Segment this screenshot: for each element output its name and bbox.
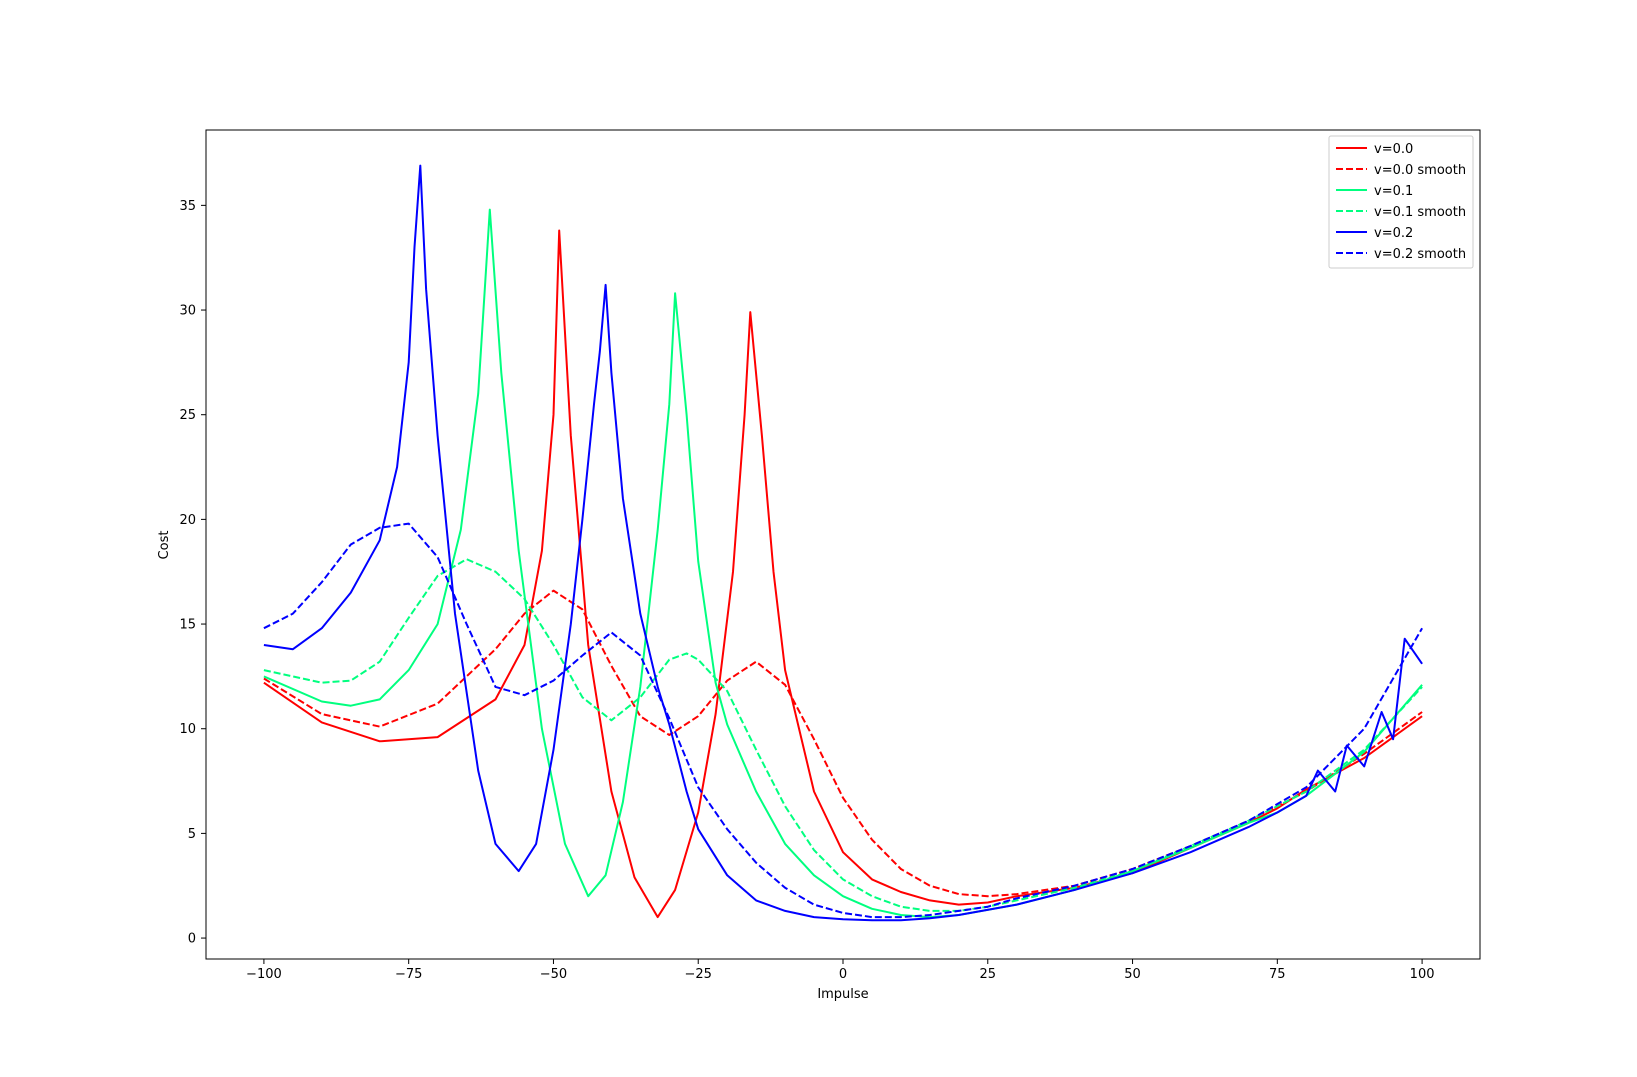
series-line-4	[263, 164, 1423, 922]
x-tick-label: −50	[540, 967, 567, 982]
x-tick-label: 100	[1410, 967, 1435, 982]
legend-label: v=0.1 smooth	[1374, 205, 1466, 220]
y-tick-label: 0	[188, 932, 196, 947]
y-tick-label: 20	[179, 513, 196, 528]
y-tick-label: 25	[179, 408, 196, 423]
x-ticks: −100 −75 −50 −25 0 25 50 75 100	[246, 959, 1435, 982]
series-line-5	[263, 522, 1423, 919]
x-tick-label: −100	[246, 967, 282, 982]
x-axis-label: Impulse	[817, 987, 868, 1002]
legend-label: v=0.0 smooth	[1374, 163, 1466, 178]
y-axis-label: Cost	[157, 531, 172, 560]
legend-box	[1328, 135, 1474, 269]
series-line-3	[263, 558, 1423, 912]
x-tick-label: −25	[685, 967, 712, 982]
legend-label: v=0.2 smooth	[1374, 247, 1466, 262]
legend-label: v=0.2	[1374, 226, 1413, 241]
y-ticks: 0 5 10 15 20 25 30 35	[179, 199, 206, 947]
y-tick-label: 10	[179, 722, 196, 737]
legend-label: v=0.0	[1374, 142, 1413, 157]
legend-label: v=0.1	[1374, 184, 1413, 199]
y-tick-label: 30	[179, 304, 196, 319]
legend: v=0.0 v=0.0 smooth v=0.1 v=0.1 smooth v=0.2 v…	[1328, 135, 1474, 269]
series-layer	[263, 164, 1423, 922]
x-tick-label: −75	[395, 967, 422, 982]
x-tick-label: 50	[1124, 967, 1141, 982]
y-tick-label: 35	[179, 199, 196, 214]
y-tick-label: 15	[179, 618, 196, 633]
x-tick-label: 25	[979, 967, 996, 982]
x-tick-label: 0	[839, 967, 847, 982]
x-tick-label: 75	[1269, 967, 1286, 982]
y-tick-label: 5	[188, 827, 196, 842]
